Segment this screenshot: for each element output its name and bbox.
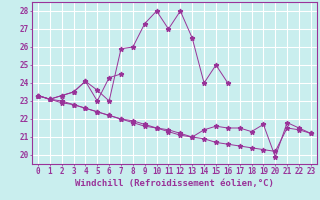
X-axis label: Windchill (Refroidissement éolien,°C): Windchill (Refroidissement éolien,°C) [75, 179, 274, 188]
